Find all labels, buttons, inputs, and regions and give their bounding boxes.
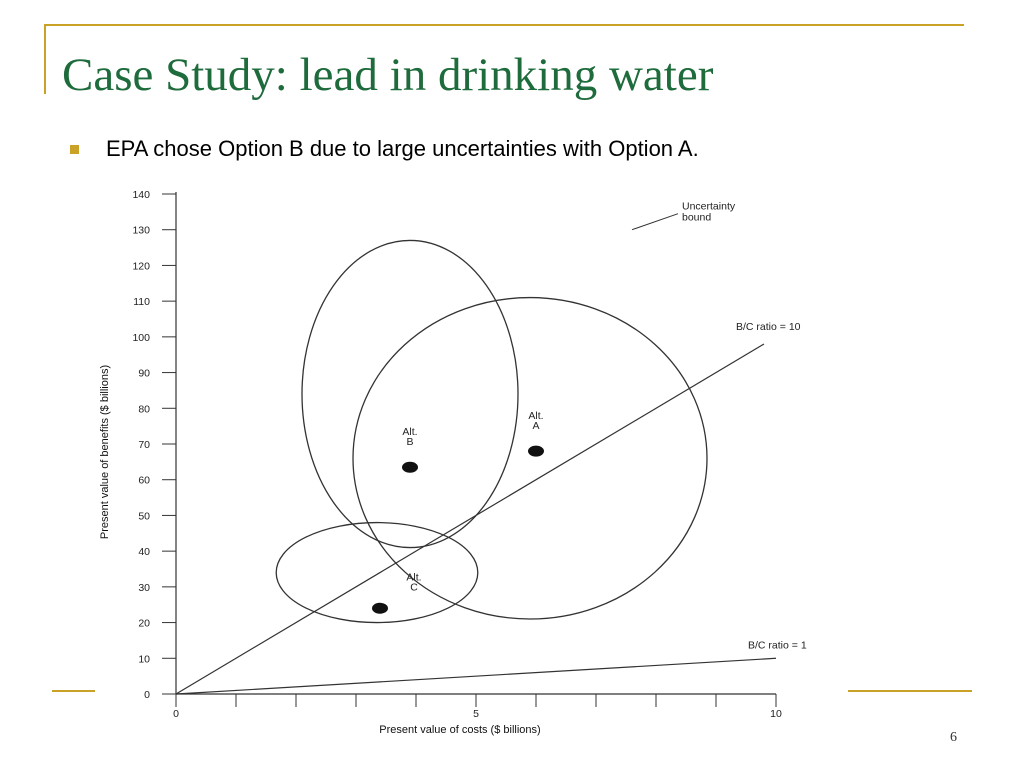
point-alta xyxy=(528,445,544,457)
x-tick-label-0: 0 xyxy=(173,708,179,720)
uncertainty-ellipse-c xyxy=(275,521,479,624)
footer-accent-line-left xyxy=(52,690,95,692)
chart-axes: 0 10 20 30 40 50 60 70 80 90 100 110 120 130 140 0 5 10 Pr… xyxy=(99,189,782,736)
ratio-line-label-10: B/C ratio = 10 xyxy=(736,321,801,333)
x-tick-label-5: 5 xyxy=(473,708,479,720)
uncertainty-ellipse-b xyxy=(301,239,519,549)
y-tick-label-50: 50 xyxy=(138,510,150,522)
left-accent-line xyxy=(44,24,46,94)
y-tick-label-70: 70 xyxy=(138,439,150,451)
point-label-alta-0: Alt. xyxy=(528,410,543,422)
annotation-text-0-1: bound xyxy=(682,212,711,224)
y-tick-label-80: 80 xyxy=(138,403,150,415)
y-tick-label-20: 20 xyxy=(138,618,150,630)
y-tick-label-0: 0 xyxy=(144,689,150,701)
x-tick-label-10: 10 xyxy=(770,708,782,720)
point-label-altc-1: C xyxy=(410,581,418,593)
bullet-square-icon xyxy=(70,144,79,154)
y-tick-label-10: 10 xyxy=(138,653,150,665)
y-tick-label-130: 130 xyxy=(132,225,150,237)
bullet-text: EPA chose Option B due to large uncertai… xyxy=(106,136,699,161)
slide-number: 6 xyxy=(950,730,957,745)
y-axis-title: Present value of benefits ($ billions) xyxy=(99,365,111,539)
y-tick-label-90: 90 xyxy=(138,368,150,380)
slide-title: Case Study: lead in drinking water xyxy=(62,49,714,101)
y-tick-label-40: 40 xyxy=(138,546,150,558)
ratio-line-1 xyxy=(175,657,777,695)
y-tick-label-110: 110 xyxy=(133,296,150,308)
top-accent-line xyxy=(44,24,964,26)
point-altc xyxy=(372,602,388,614)
chart-shapes: B/C ratio = 10 B/C ratio = 1 Uncertaintybo… xyxy=(175,201,807,695)
ratio-line-label-1: B/C ratio = 1 xyxy=(748,639,807,651)
y-tick-label-140: 140 xyxy=(132,189,150,201)
footer-accent-line-right xyxy=(848,690,972,692)
annotation-text-0-0: Uncertainty xyxy=(682,201,736,213)
y-tick-label-120: 120 xyxy=(132,260,150,272)
ratio-line-10 xyxy=(175,343,765,695)
y-tick-label-60: 60 xyxy=(138,475,150,487)
uncertainty-ellipse-a xyxy=(352,296,708,620)
bullet-item: EPA chose Option B due to large uncertai… xyxy=(70,136,699,162)
y-tick-label-100: 100 xyxy=(132,332,150,344)
x-axis-title: Present value of costs ($ billions) xyxy=(379,724,540,736)
point-altb xyxy=(402,461,418,473)
point-label-altc-0: Alt. xyxy=(406,571,421,583)
y-tick-label-30: 30 xyxy=(138,582,150,594)
point-label-altb-0: Alt. xyxy=(402,426,417,438)
point-label-alta-1: A xyxy=(532,420,539,432)
point-label-altb-1: B xyxy=(406,436,413,448)
annotation-pointer-0 xyxy=(631,213,679,231)
